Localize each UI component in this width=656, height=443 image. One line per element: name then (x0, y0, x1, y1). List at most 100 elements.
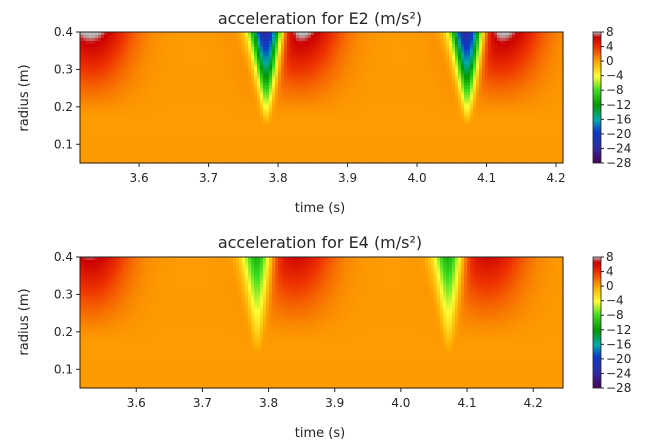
heatmap-cell (122, 49, 126, 54)
heatmap-cell (95, 52, 99, 57)
heatmap-cell (434, 61, 438, 66)
heatmap-cell (230, 55, 234, 60)
heatmap-cell (446, 58, 450, 63)
heatmap-cell (116, 32, 120, 36)
heatmap-cell (203, 37, 207, 42)
heatmap-cell (446, 43, 450, 48)
heatmap-cell (134, 58, 138, 63)
heatmap-cell (488, 34, 492, 39)
heatmap-cell (371, 55, 375, 60)
heatmap-cell (305, 49, 309, 54)
heatmap-cell (155, 49, 159, 54)
heatmap-cell (185, 40, 189, 45)
heatmap-cell (131, 32, 135, 36)
heatmap-cell (125, 34, 129, 39)
heatmap-cell (506, 43, 510, 48)
heatmap-cell (98, 49, 102, 54)
heatmap-cell (356, 37, 360, 42)
heatmap-cell (446, 34, 450, 39)
heatmap-cell (539, 61, 543, 66)
heatmap-cell (224, 43, 228, 48)
heatmap-cell (176, 46, 180, 51)
heatmap-cell (98, 61, 102, 66)
heatmap-cell (476, 43, 480, 48)
heatmap-cell (128, 32, 132, 36)
heatmap-cell (341, 52, 345, 57)
heatmap-cell (410, 34, 414, 39)
heatmap-cell (104, 64, 108, 69)
heatmap-cell (494, 34, 498, 39)
heatmap-cell (389, 40, 393, 45)
heatmap-cell (284, 34, 288, 39)
heatmap-cell (149, 49, 153, 54)
heatmap-cell (506, 46, 510, 51)
heatmap-cell (560, 52, 564, 57)
heatmap-cell (131, 64, 135, 69)
heatmap-cell (488, 46, 492, 51)
heatmap-cell (248, 32, 252, 36)
heatmap-cell (128, 61, 132, 66)
heatmap-cell (296, 61, 300, 66)
heatmap-cell (392, 43, 396, 48)
heatmap-cell (527, 37, 531, 42)
heatmap-cell (512, 32, 516, 36)
heatmap-cell (455, 40, 459, 45)
heatmap-cell (149, 32, 153, 36)
heatmap-cell (383, 61, 387, 66)
heatmap-cell (503, 61, 507, 66)
heatmap-cell (470, 32, 474, 36)
heatmap-cell (380, 55, 384, 60)
heatmap-cell (182, 55, 186, 60)
heatmap-cell (551, 49, 555, 54)
heatmap-cell (101, 34, 105, 39)
heatmap-cell (287, 32, 291, 36)
heatmap-cell (413, 58, 417, 63)
heatmap-cell (176, 40, 180, 45)
heatmap-cell (416, 52, 420, 57)
heatmap-cell (155, 32, 159, 36)
heatmap-cell (290, 52, 294, 57)
heatmap-cell (308, 43, 312, 48)
heatmap-cell (113, 49, 117, 54)
heatmap-cell (131, 34, 135, 39)
heatmap-cell (371, 52, 375, 57)
heatmap-cell (362, 40, 366, 45)
heatmap-cell (317, 34, 321, 39)
heatmap-cell (419, 37, 423, 42)
heatmap-cell (215, 55, 219, 60)
heatmap-cell (314, 49, 318, 54)
heatmap-cell (377, 49, 381, 54)
heatmap-cell (92, 46, 96, 51)
heatmap-cell (467, 55, 471, 60)
heatmap-cell (191, 40, 195, 45)
heatmap-cell (479, 58, 483, 63)
heatmap-cell (485, 40, 489, 45)
heatmap-cell (116, 61, 120, 66)
heatmap-cell (413, 34, 417, 39)
heatmap-cell (212, 40, 216, 45)
heatmap-cell (515, 40, 519, 45)
heatmap-cell (137, 37, 141, 42)
heatmap-cell (518, 49, 522, 54)
heatmap-cell (473, 43, 477, 48)
heatmap-cell (509, 46, 513, 51)
heatmap-cell (368, 49, 372, 54)
heatmap-cell (281, 55, 285, 60)
heatmap-cell (311, 52, 315, 57)
heatmap-cell (506, 49, 510, 54)
heatmap-cell (425, 52, 429, 57)
heatmap-cell (416, 34, 420, 39)
heatmap-cell (191, 46, 195, 51)
heatmap-cell (206, 55, 210, 60)
heatmap-cell (386, 55, 390, 60)
heatmap-cell (200, 52, 204, 57)
heatmap-cell (119, 40, 123, 45)
heatmap-cell (554, 34, 558, 39)
heatmap-cell (548, 40, 552, 45)
heatmap-cell (350, 55, 354, 60)
heatmap-cell (317, 49, 321, 54)
heatmap-cell (194, 49, 198, 54)
heatmap-cell (341, 58, 345, 63)
heatmap-cell (194, 64, 198, 69)
heatmap-cell (236, 49, 240, 54)
